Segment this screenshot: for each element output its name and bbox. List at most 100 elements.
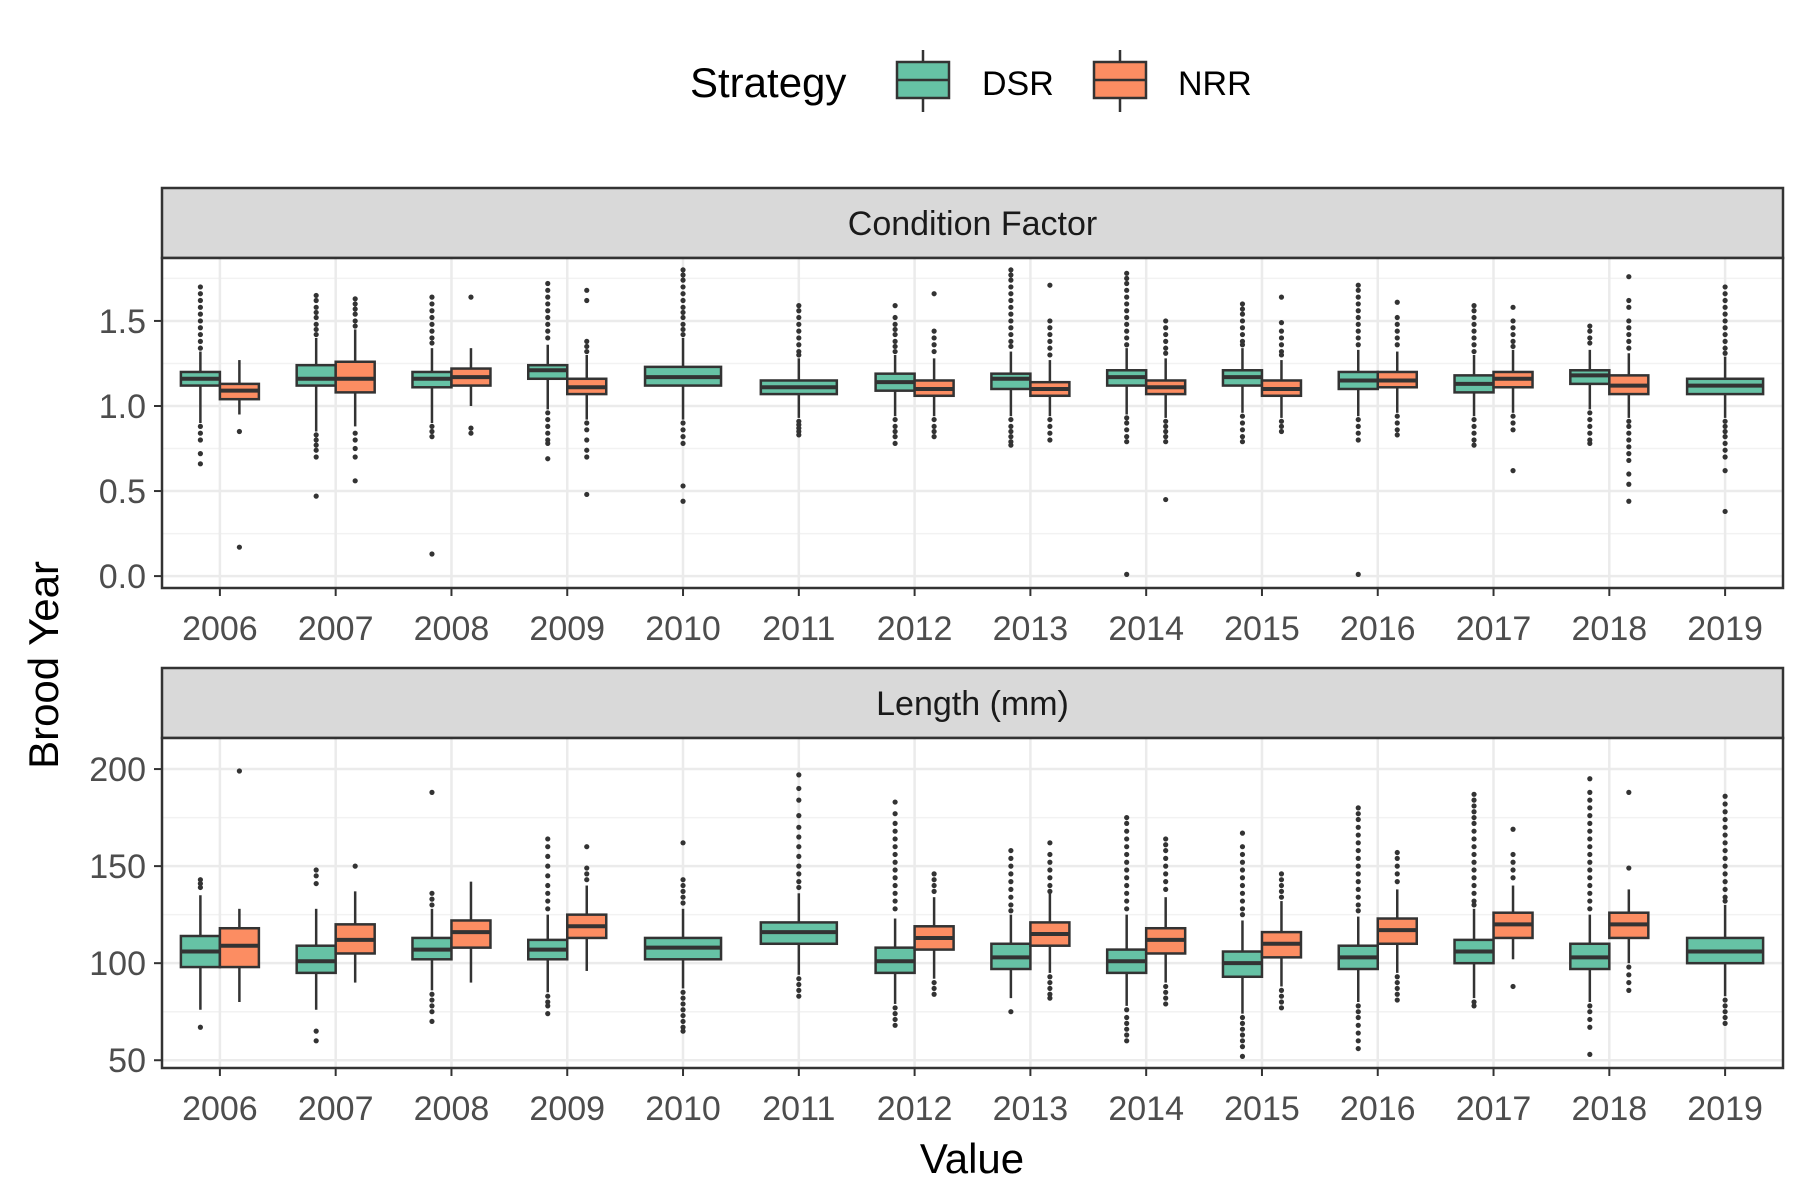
outlier-point (1163, 418, 1169, 424)
outlier-point (892, 321, 898, 327)
outlier-point (680, 888, 686, 894)
outlier-point (1047, 338, 1053, 344)
outlier-point (313, 867, 319, 873)
outlier-point (680, 277, 686, 283)
outlier-point (680, 840, 686, 846)
p1-x-tick-label: 2012 (877, 1090, 953, 1128)
outlier-point (1587, 797, 1593, 803)
outlier-point (796, 321, 802, 327)
p0-box-2015-nrr (1260, 294, 1303, 435)
outlier-point (197, 437, 203, 443)
outlier-point (1722, 886, 1728, 893)
outlier-point (352, 430, 358, 436)
outlier-point (313, 873, 319, 879)
p0-box-2012-nrr (913, 291, 955, 440)
outlier-point (429, 890, 435, 896)
p1-x-tick-label: 2019 (1687, 1090, 1763, 1128)
outlier-point (1587, 410, 1593, 416)
outlier-point (680, 995, 686, 1001)
outlier-point (1008, 331, 1014, 338)
outlier-point (545, 1003, 551, 1009)
outlier-point (313, 1038, 319, 1044)
outlier-point (1394, 849, 1400, 856)
outlier-point (931, 882, 937, 889)
outlier-point (1587, 1024, 1593, 1030)
outlier-point (197, 331, 203, 338)
outlier-point (931, 888, 937, 894)
p1-box-2014-dsr (1105, 814, 1148, 1044)
outlier-point (1394, 432, 1400, 438)
outlier-point (1163, 345, 1169, 351)
outlier-point (1163, 338, 1169, 344)
outlier-point (1239, 439, 1246, 445)
outlier-point (680, 498, 686, 504)
p0-box-2014-nrr (1144, 318, 1187, 503)
p0-box-2012-dsr (874, 303, 916, 447)
outlier-point (1471, 797, 1477, 803)
p0-x-tick-label: 2008 (414, 610, 490, 648)
outlier-point (796, 993, 802, 999)
outlier-point (1278, 987, 1285, 993)
outlier-point (1355, 847, 1361, 854)
outlier-point (1355, 335, 1361, 341)
outlier-point (892, 820, 898, 827)
outlier-point (680, 427, 686, 433)
outlier-point (1355, 1009, 1361, 1015)
outlier-point (931, 877, 937, 883)
outlier-point (313, 331, 319, 338)
p1-x-tick-label: 2009 (529, 1090, 605, 1128)
outlier-point (545, 430, 551, 436)
outlier-point (1626, 437, 1632, 443)
outlier-point (1047, 867, 1053, 873)
outlier-point (931, 291, 937, 297)
outlier-point (892, 314, 898, 321)
outlier-point (313, 454, 319, 460)
outlier-point (1008, 442, 1014, 448)
outlier-point (1124, 828, 1130, 834)
panel-condition-factor: Condition Factor 0.0 0.5 1.0 1.5 2006 2007 2008… (99, 186, 1785, 648)
outlier-point (892, 331, 898, 338)
outlier-point (892, 799, 898, 805)
outlier-point (197, 311, 203, 317)
outlier-point (1124, 851, 1130, 858)
outlier-point (1047, 888, 1053, 894)
p1-box-2008-dsr (411, 789, 453, 1025)
p1-box-2006-nrr (218, 768, 261, 1002)
outlier-point (1239, 342, 1246, 348)
outlier-point (1394, 855, 1400, 861)
outlier-point (584, 865, 590, 871)
outlier-point (1722, 879, 1728, 885)
outlier-point (1163, 842, 1169, 848)
outlier-point (1355, 1014, 1361, 1021)
outlier-point (1355, 430, 1361, 436)
outlier-point (468, 425, 474, 431)
outlier-point (1355, 894, 1361, 900)
outlier-point (545, 853, 551, 860)
outlier-point (1355, 282, 1361, 288)
outlier-point (1008, 908, 1014, 914)
outlier-point (1626, 865, 1632, 871)
outlier-point (1722, 468, 1728, 474)
outlier-point (545, 308, 551, 314)
outlier-point (429, 1018, 435, 1025)
outlier-point (1626, 972, 1632, 978)
outlier-point (1626, 325, 1632, 331)
outlier-point (892, 875, 898, 881)
outlier-point (1124, 314, 1130, 321)
outlier-point (468, 430, 474, 436)
outlier-point (1355, 294, 1361, 300)
p0-x-tick-label: 2012 (877, 610, 953, 648)
outlier-point (1163, 836, 1169, 842)
outlier-point (1471, 803, 1477, 809)
outlier-point (584, 437, 590, 443)
outlier-point (796, 328, 802, 334)
p0-x-tick-label: 2017 (1456, 610, 1532, 648)
outlier-point (1355, 1030, 1361, 1036)
outlier-point (1471, 851, 1477, 858)
outlier-point (1163, 439, 1169, 445)
p1-box-2009-nrr (566, 844, 608, 971)
outlier-point (1471, 875, 1477, 881)
outlier-point (796, 342, 802, 348)
outlier-point (1510, 867, 1516, 873)
outlier-point (1355, 423, 1361, 430)
